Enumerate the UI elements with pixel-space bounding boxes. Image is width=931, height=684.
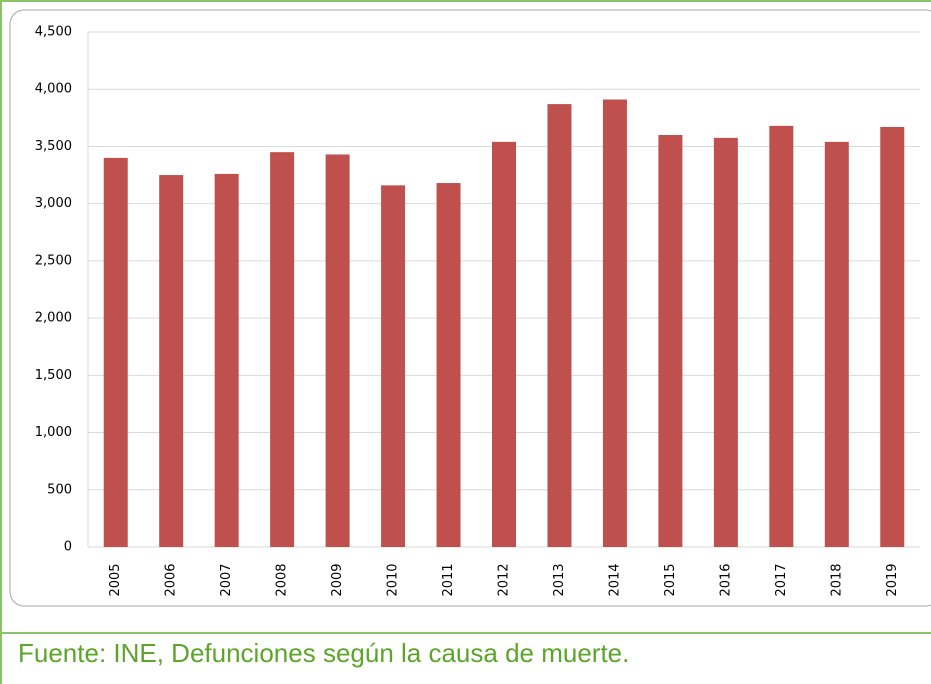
x-tick-label: 2010 [386,563,401,596]
x-tick-label: 2015 [663,563,678,596]
x-tick-label: 2011 [441,563,456,596]
x-tick-label: 2005 [108,563,123,596]
bar [381,185,406,547]
bar [103,157,128,547]
separator [0,632,931,634]
x-tick-label: 2009 [330,563,345,596]
y-tick-label: 0 [64,540,72,555]
bar [658,135,683,547]
bar [547,104,572,547]
bar [325,154,350,547]
x-tick-label: 2013 [552,563,567,596]
y-tick-label: 4,000 [35,82,72,97]
bar [492,141,516,547]
x-tick-label: 2014 [607,563,622,596]
x-tick-label: 2008 [275,563,290,596]
y-tick-label: 1,000 [35,425,72,440]
bar [824,141,849,547]
y-tick-label: 500 [47,482,72,497]
bar [436,183,461,548]
bar [270,152,295,547]
x-tick-label: 2017 [774,563,789,596]
chart-area [9,9,931,607]
bar [214,173,239,547]
x-tick-label: 2007 [219,563,234,596]
y-tick-label: 4,500 [35,25,72,40]
source-note: Fuente: INE, Defunciones según la causa … [18,638,630,668]
x-tick-label: 2006 [164,563,179,596]
bar [769,125,794,547]
bar [880,126,905,547]
y-tick-label: 3,500 [35,139,72,154]
chart: 0 500 1,000 1,500 2,000 2,500 3,000 3,500 4,000 4… [9,9,931,607]
bar [602,99,627,548]
x-tick-label: 2016 [718,563,733,596]
bar [159,175,184,548]
x-tick-label: 2019 [885,563,900,596]
y-tick-label: 3,000 [35,196,72,211]
x-tick-label: 2012 [497,563,512,596]
bar [713,137,738,547]
y-tick-label: 2,500 [35,253,72,268]
y-tick-label: 1,500 [35,368,72,383]
x-tick-label: 2018 [829,563,844,596]
y-tick-label: 2,000 [35,311,72,326]
